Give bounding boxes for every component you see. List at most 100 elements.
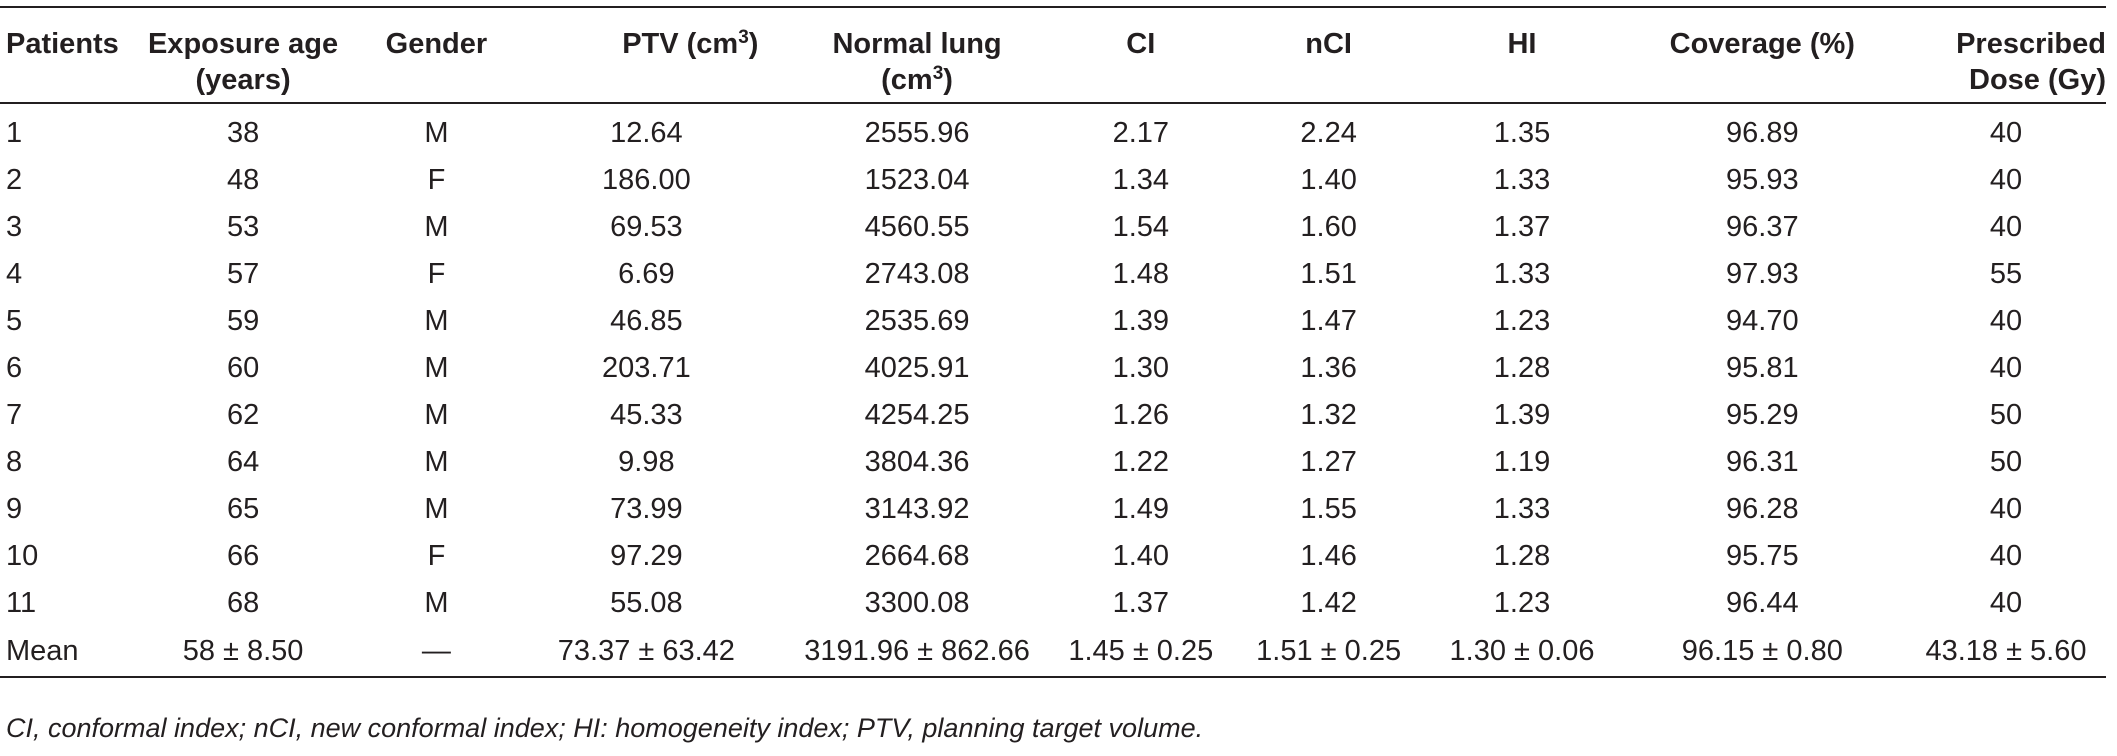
cell-nci: 1.51 bbox=[1300, 258, 1357, 290]
cell-gender: M bbox=[424, 352, 449, 384]
cell-prescribed-dose: 40 bbox=[1989, 352, 2023, 384]
cell-patient: 4 bbox=[6, 258, 23, 290]
cell-hi: 1.23 bbox=[1493, 587, 1551, 619]
cell-gender: F bbox=[427, 540, 446, 572]
cell-patient: 11 bbox=[6, 587, 37, 619]
cell-prescribed-dose: 40 bbox=[1989, 117, 2023, 149]
cell-gender: — bbox=[364, 627, 509, 678]
cell-prescribed-dose: 40 bbox=[1989, 305, 2023, 337]
cell-ci: 1.54 bbox=[1112, 211, 1170, 243]
cell-nci: 1.51 ± 0.25 bbox=[1231, 627, 1426, 678]
cell-gender: M bbox=[424, 399, 449, 431]
cell-nci: 1.42 bbox=[1300, 587, 1357, 619]
table-row: 10 66 F 97.29 2664.68 1.40 1.46 1.28 95.75 40 bbox=[0, 533, 2106, 580]
cell-exposure-age: 59 bbox=[226, 305, 260, 337]
cell-exposure-age: 65 bbox=[226, 493, 260, 525]
cell-ci: 1.22 bbox=[1112, 446, 1170, 478]
cell-prescribed-dose: 50 bbox=[1989, 399, 2023, 431]
cell-coverage: 95.93 bbox=[1726, 164, 1799, 196]
cell-coverage: 96.89 bbox=[1726, 117, 1799, 149]
table-body: 1 38 M 12.64 2555.96 2.17 2.24 1.35 96.89 40 2 48 F 1… bbox=[0, 103, 2106, 678]
cell-gender: M bbox=[424, 211, 449, 243]
cell-coverage: 95.75 bbox=[1726, 540, 1799, 572]
cell-hi: 1.28 bbox=[1493, 352, 1551, 384]
cell-coverage: 96.31 bbox=[1726, 446, 1799, 478]
header-exposure-age: Exposure age (years) bbox=[147, 28, 339, 96]
cell-patient: Mean bbox=[0, 627, 122, 678]
header-ci: CI bbox=[1126, 28, 1156, 60]
cell-prescribed-dose: 55 bbox=[1989, 258, 2023, 290]
cell-exposure-age: 64 bbox=[226, 446, 260, 478]
cell-ci: 1.45 ± 0.25 bbox=[1049, 627, 1232, 678]
cell-ptv: 97.29 bbox=[610, 540, 683, 572]
cell-normal-lung: 3804.36 bbox=[864, 446, 970, 478]
table-row: 11 68 M 55.08 3300.08 1.37 1.42 1.23 96.44 40 bbox=[0, 580, 2106, 627]
cell-prescribed-dose: 40 bbox=[1989, 587, 2023, 619]
table-header: Patients Exposure age (years) Gender PTV … bbox=[0, 7, 2106, 103]
cell-ci: 1.48 bbox=[1112, 258, 1170, 290]
cell-gender: M bbox=[424, 305, 449, 337]
cell-exposure-age: 38 bbox=[226, 117, 260, 149]
table-row: 2 48 F 186.00 1523.04 1.34 1.40 1.33 95.93 40 bbox=[0, 157, 2106, 204]
cell-coverage: 95.29 bbox=[1726, 399, 1799, 431]
cell-gender: M bbox=[424, 446, 449, 478]
cell-ptv: 55.08 bbox=[610, 587, 683, 619]
cell-nci: 1.55 bbox=[1300, 493, 1357, 525]
cell-normal-lung: 3300.08 bbox=[864, 587, 970, 619]
cell-patient: 3 bbox=[6, 211, 23, 243]
cell-prescribed-dose: 40 bbox=[1989, 493, 2023, 525]
cell-normal-lung: 4254.25 bbox=[864, 399, 970, 431]
cell-coverage: 96.15 ± 0.80 bbox=[1618, 627, 1906, 678]
cell-patient: 7 bbox=[6, 399, 23, 431]
table-row: 9 65 M 73.99 3143.92 1.49 1.55 1.33 96.28 40 bbox=[0, 486, 2106, 533]
header-prescribed-dose: Prescribed Dose (Gy) bbox=[1956, 28, 2106, 96]
cell-prescribed-dose: 40 bbox=[1989, 540, 2023, 572]
cell-exposure-age: 53 bbox=[226, 211, 260, 243]
cell-ptv: 6.69 bbox=[618, 258, 675, 290]
table-row: 8 64 M 9.98 3804.36 1.22 1.27 1.19 96.31 50 bbox=[0, 439, 2106, 486]
cell-hi: 1.33 bbox=[1493, 258, 1551, 290]
table-row: 5 59 M 46.85 2535.69 1.39 1.47 1.23 94.70 40 bbox=[0, 298, 2106, 345]
cell-nci: 1.40 bbox=[1300, 164, 1357, 196]
cell-ptv: 73.99 bbox=[610, 493, 683, 525]
cell-ptv: 12.64 bbox=[610, 117, 683, 149]
cell-nci: 1.36 bbox=[1300, 352, 1357, 384]
cell-ptv: 73.37 ± 63.42 bbox=[508, 627, 785, 678]
cell-exposure-age: 66 bbox=[226, 540, 260, 572]
cell-gender: F bbox=[427, 164, 446, 196]
cell-hi: 1.30 ± 0.06 bbox=[1425, 627, 1619, 678]
cell-nci: 2.24 bbox=[1300, 117, 1357, 149]
cell-nci: 1.46 bbox=[1300, 540, 1357, 572]
cell-ptv: 186.00 bbox=[602, 164, 691, 196]
cell-coverage: 96.37 bbox=[1726, 211, 1799, 243]
cell-gender: F bbox=[427, 258, 446, 290]
cell-exposure-age: 62 bbox=[226, 399, 260, 431]
table-row: 4 57 F 6.69 2743.08 1.48 1.51 1.33 97.93 55 bbox=[0, 251, 2106, 298]
cell-prescribed-dose: 43.18 ± 5.60 bbox=[1905, 627, 2106, 678]
cell-ptv: 203.71 bbox=[602, 352, 691, 384]
cell-patient: 9 bbox=[6, 493, 23, 525]
cell-ptv: 46.85 bbox=[610, 305, 683, 337]
cell-coverage: 95.81 bbox=[1726, 352, 1799, 384]
cell-prescribed-dose: 40 bbox=[1989, 164, 2023, 196]
cell-ci: 1.30 bbox=[1112, 352, 1170, 384]
cell-ci: 1.39 bbox=[1112, 305, 1170, 337]
cell-ci: 1.40 bbox=[1112, 540, 1170, 572]
cell-exposure-age: 68 bbox=[226, 587, 260, 619]
cell-gender: M bbox=[424, 587, 449, 619]
cell-normal-lung: 4560.55 bbox=[864, 211, 970, 243]
table-row: 7 62 M 45.33 4254.25 1.26 1.32 1.39 95.29 50 bbox=[0, 392, 2106, 439]
cell-patient: 10 bbox=[6, 540, 39, 572]
cell-ptv: 45.33 bbox=[610, 399, 683, 431]
cell-nci: 1.27 bbox=[1300, 446, 1357, 478]
cell-ci: 1.49 bbox=[1112, 493, 1170, 525]
cell-patient: 2 bbox=[6, 164, 23, 196]
table-row-mean: Mean 58 ± 8.50—73.37 ± 63.42 3191.96 ± 862… bbox=[0, 627, 2106, 678]
cell-normal-lung: 2664.68 bbox=[864, 540, 970, 572]
header-patients: Patients bbox=[6, 28, 119, 60]
header-nci: nCI bbox=[1305, 28, 1352, 60]
cell-hi: 1.37 bbox=[1493, 211, 1551, 243]
cell-hi: 1.39 bbox=[1493, 399, 1551, 431]
cell-ci: 1.37 bbox=[1112, 587, 1170, 619]
